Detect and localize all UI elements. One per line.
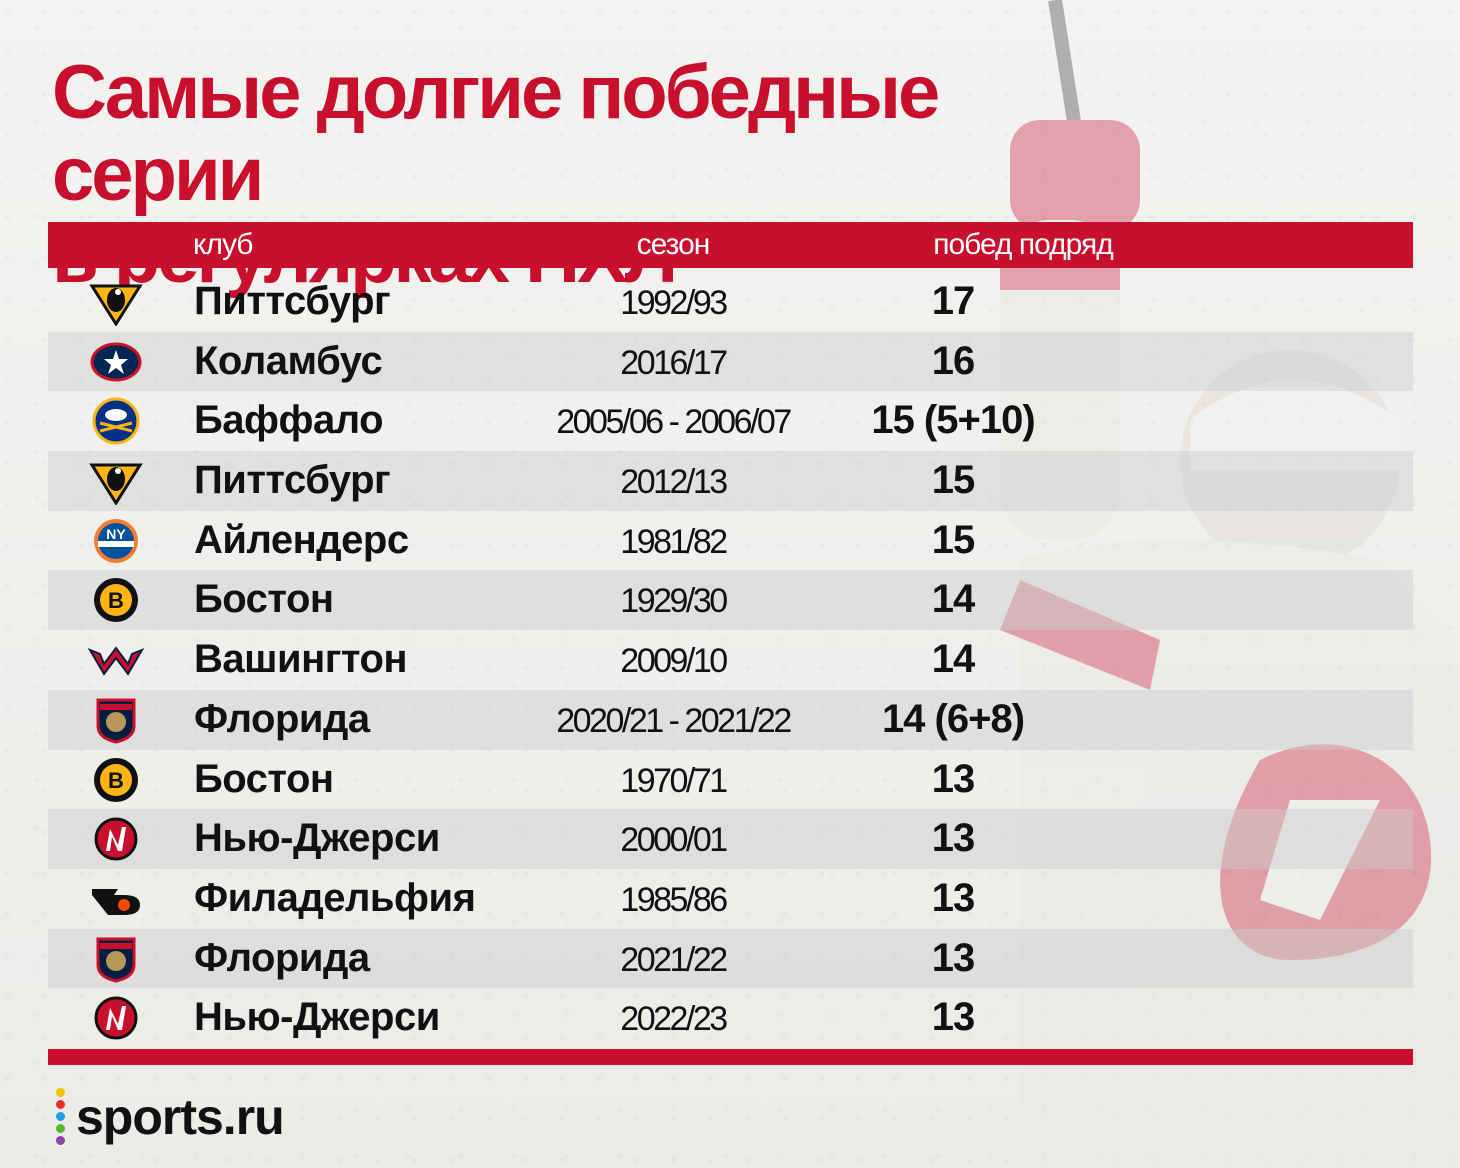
islanders-logo-icon: NY <box>88 517 144 565</box>
season: 1981/82 <box>620 522 728 561</box>
wins: 17 <box>931 279 976 323</box>
season: 1985/86 <box>620 880 728 919</box>
wins: 13 <box>931 816 976 861</box>
season: 2005/06 - 2006/07 <box>556 403 792 442</box>
wins: 13 <box>931 995 976 1040</box>
title-line-1: Самые долгие победные серии <box>52 50 940 217</box>
devils-logo-icon <box>88 994 144 1042</box>
season: 2016/17 <box>620 343 728 382</box>
wins: 14 <box>931 577 976 622</box>
season: 2000/01 <box>620 821 728 860</box>
svg-text:B: B <box>108 768 124 793</box>
bruins-logo-icon: B <box>88 756 144 804</box>
season: 2009/10 <box>620 642 728 681</box>
club-name: Питтсбург <box>194 279 391 323</box>
table-row: Питтсбург 1992/93 17 <box>48 272 1413 332</box>
svg-text:NY: NY <box>106 526 126 542</box>
table-row: Баффало 2005/06 - 2006/07 15 (5+10) <box>48 391 1413 451</box>
panthers-logo-icon <box>88 935 144 983</box>
wins: 13 <box>931 935 976 980</box>
wins: 14 <box>931 637 976 682</box>
season: 2022/23 <box>620 1000 728 1039</box>
table-footer-bar <box>48 1049 1413 1065</box>
club-name: Бостон <box>194 756 334 801</box>
table-row: Флорида 2021/22 13 <box>48 928 1413 989</box>
club-name: Филадельфия <box>194 875 476 920</box>
table-row: NY Айлендерс 1981/82 15 <box>48 511 1413 571</box>
wins: 13 <box>931 875 976 920</box>
svg-text:B: B <box>108 588 124 613</box>
sabres-logo-icon <box>88 397 144 445</box>
season: 2021/22 <box>620 940 728 979</box>
player-illustration <box>1000 0 1460 1168</box>
club-name: Баффало <box>194 398 384 443</box>
table-row: Нью-Джерси 2022/23 13 <box>48 988 1413 1048</box>
devils-logo-icon <box>88 815 144 863</box>
table-row: Вашингтон 2009/10 14 <box>48 630 1413 690</box>
club-name: Нью-Джерси <box>194 995 440 1040</box>
column-header-wins: побед подряд <box>933 228 1114 261</box>
table-row: Коламбус 2016/17 16 <box>48 331 1413 392</box>
flyers-logo-icon <box>88 875 144 923</box>
season: 2012/13 <box>620 463 728 502</box>
table-header: клуб сезон побед подряд <box>48 222 1413 268</box>
season: 1970/71 <box>620 761 728 800</box>
season: 1929/30 <box>620 582 728 621</box>
penguins-logo-icon <box>88 278 144 326</box>
club-name: Флорида <box>194 696 370 741</box>
club-name: Питтсбург <box>194 458 391 503</box>
club-name: Флорида <box>194 935 370 980</box>
table-row: Филадельфия 1985/86 13 <box>48 869 1413 929</box>
wins: 14 (6+8) <box>881 696 1025 741</box>
season: 2020/21 - 2021/22 <box>556 701 792 740</box>
streaks-table: Питтсбург 1992/93 17 Коламбус 2016/17 16… <box>48 272 1413 1048</box>
wins: 16 <box>931 338 976 383</box>
table-row: B Бостон 1970/71 13 <box>48 750 1413 810</box>
wins: 15 <box>931 458 976 503</box>
wins: 15 <box>931 517 976 562</box>
brand-name: sports.ru <box>76 1089 285 1145</box>
column-header-season: сезон <box>636 228 711 261</box>
panthers-logo-icon <box>88 696 144 744</box>
penguins-logo-icon <box>88 457 144 506</box>
club-name: Бостон <box>194 577 334 622</box>
column-header-club: клуб <box>193 228 253 261</box>
club-name: Нью-Джерси <box>194 816 440 861</box>
bruins-logo-icon: B <box>88 576 144 624</box>
wins: 15 (5+10) <box>871 398 1035 443</box>
capitals-logo-icon <box>88 636 144 684</box>
season: 1992/93 <box>620 284 728 322</box>
club-name: Вашингтон <box>194 637 408 682</box>
table-row: Флорида 2020/21 - 2021/22 14 (6+8) <box>48 689 1413 750</box>
table-row: B Бостон 1929/30 14 <box>48 570 1413 631</box>
table-row: Питтсбург 2012/13 15 <box>48 451 1413 511</box>
table-row: Нью-Джерси 2000/01 13 <box>48 809 1413 869</box>
club-name: Коламбус <box>194 338 383 383</box>
brand-dots-icon <box>56 1088 66 1146</box>
wins: 13 <box>931 756 976 801</box>
blue-jackets-logo-icon <box>88 338 144 386</box>
club-name: Айлендерс <box>194 517 409 562</box>
